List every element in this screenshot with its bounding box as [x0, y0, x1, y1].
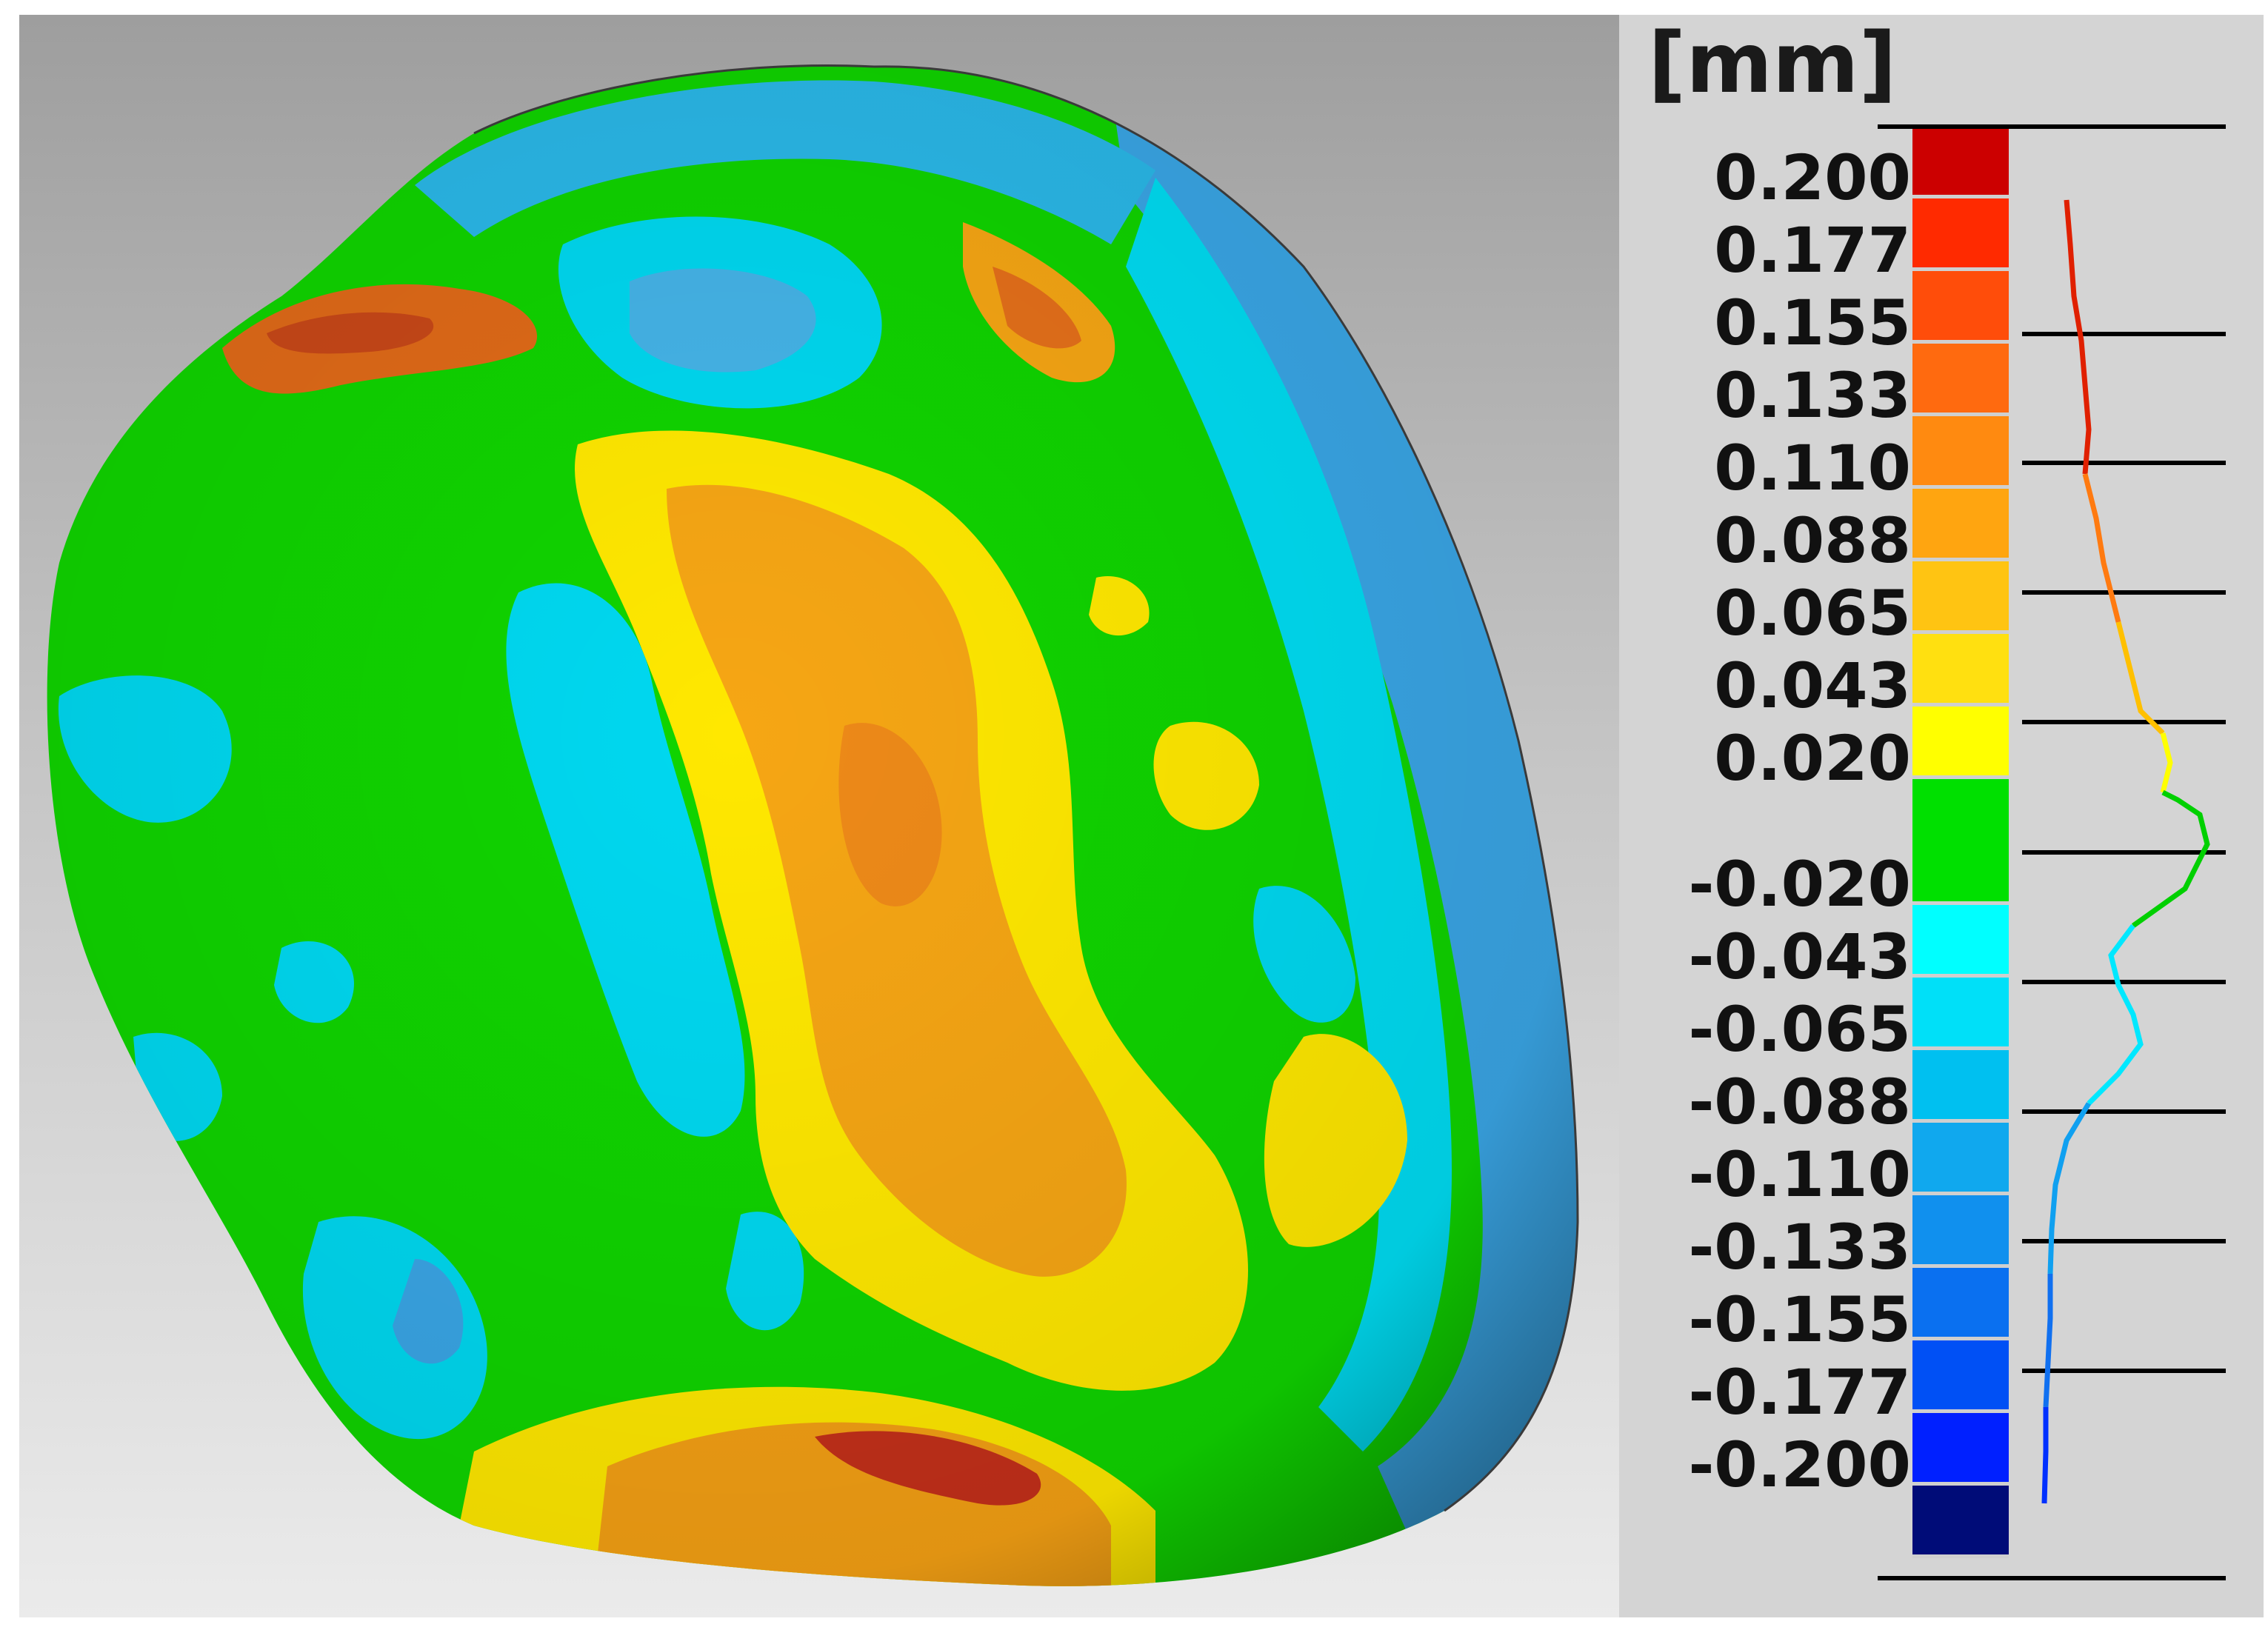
- color-bin: [1912, 561, 2009, 634]
- distribution-curve-segment: [2160, 732, 2173, 793]
- color-bin: [1912, 489, 2009, 561]
- tick-label: 0.020: [1714, 722, 1911, 795]
- reference-line: [2022, 1369, 2226, 1373]
- distribution-curve-segment: [2131, 789, 2210, 928]
- color-bin: [1912, 344, 2009, 416]
- color-bin: [1912, 1413, 2009, 1486]
- tick-label: 0.133: [1714, 359, 1911, 432]
- color-bin: [1912, 1340, 2009, 1413]
- color-bin: [1912, 634, 2009, 707]
- color-bin: [1912, 1050, 2009, 1123]
- tick-label: 0.043: [1714, 649, 1911, 722]
- reference-line: [2022, 980, 2226, 984]
- distribution-curve-segment: [2047, 1102, 2092, 1275]
- color-bin: [1912, 905, 2009, 978]
- unit-label: [mm]: [1648, 16, 1897, 112]
- reference-line: [2022, 850, 2226, 855]
- reference-line: [2022, 1239, 2226, 1243]
- tick-label: -0.020: [1688, 848, 1911, 921]
- tick-label: 0.200: [1714, 141, 1911, 214]
- tick-label: 0.088: [1714, 504, 1911, 577]
- color-bin: [1912, 1123, 2009, 1195]
- tick-label: 0.177: [1714, 214, 1911, 287]
- tick-label: -0.065: [1688, 993, 1911, 1066]
- reference-line: [1878, 1576, 2226, 1580]
- distribution-curve-segment: [2087, 923, 2144, 1106]
- distribution-curve-segment: [2064, 199, 2092, 475]
- tick-label: -0.177: [1688, 1356, 1911, 1429]
- color-bin: [1912, 416, 2009, 489]
- color-bin: [1912, 707, 2009, 779]
- color-bin: [1912, 779, 2009, 905]
- tick-label: -0.133: [1688, 1211, 1911, 1283]
- color-bin: [1912, 271, 2009, 344]
- distribution-curve-segment: [2082, 473, 2121, 623]
- color-bin: [1912, 198, 2009, 271]
- reference-line: [2022, 1109, 2226, 1114]
- reference-line: [2022, 720, 2226, 724]
- tick-label: -0.043: [1688, 921, 1911, 993]
- tick-label: -0.155: [1688, 1283, 1911, 1356]
- color-bin: [1912, 1195, 2009, 1268]
- tick-label: 0.155: [1714, 287, 1911, 359]
- color-bin: [1912, 1268, 2009, 1340]
- distribution-curve-segment: [2115, 621, 2165, 735]
- color-bin: [1912, 978, 2009, 1050]
- tick-label: -0.200: [1688, 1429, 1911, 1501]
- tick-label: -0.088: [1688, 1066, 1911, 1138]
- distribution-curve-segment: [2041, 1407, 2049, 1504]
- distribution-curve-segment: [2043, 1274, 2053, 1408]
- reference-line: [2022, 590, 2226, 595]
- color-bin: [1912, 126, 2009, 198]
- color-bin: [1912, 1486, 2009, 1558]
- tick-label: 0.065: [1714, 577, 1911, 649]
- reference-line: [2022, 461, 2226, 465]
- tick-label: 0.110: [1714, 432, 1911, 504]
- tick-label: -0.110: [1688, 1138, 1911, 1211]
- reference-line: [1878, 124, 2226, 129]
- reference-line: [2022, 332, 2226, 336]
